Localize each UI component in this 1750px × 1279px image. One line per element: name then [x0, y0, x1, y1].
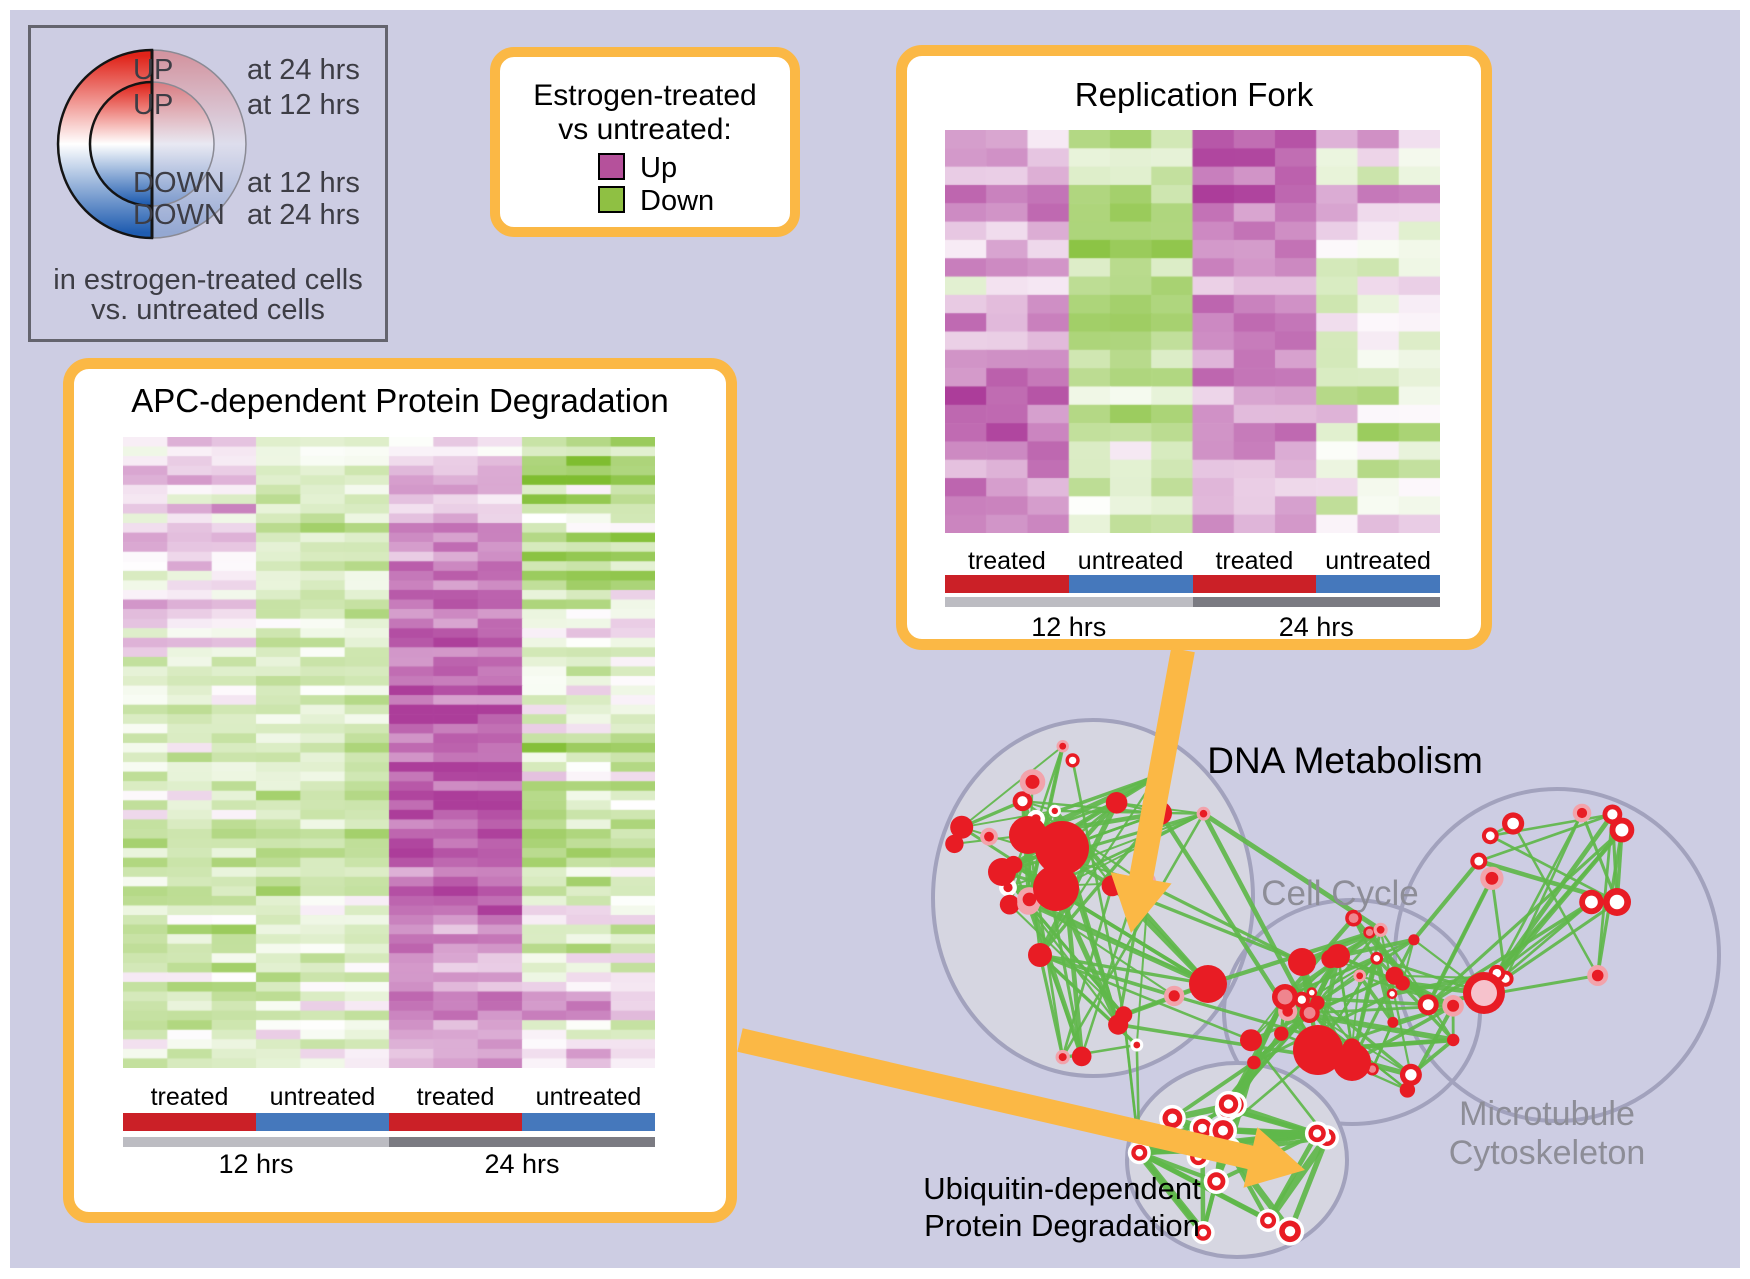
- treated-bar: [389, 1113, 522, 1131]
- time-bars: [123, 1137, 655, 1147]
- inner-half-faded: [151, 81, 215, 207]
- treated-bar: [1192, 575, 1317, 593]
- time-label-12hrs: 12 hrs: [1031, 612, 1107, 642]
- direction-label: UP: [133, 89, 174, 121]
- time-label: at 24 hrs: [247, 54, 360, 86]
- group-labels: treated untreated treated untreated: [945, 545, 1440, 577]
- dna-metabolism-label: DNA Metabolism: [1207, 740, 1483, 781]
- up-color-swatch: [598, 153, 625, 180]
- down-label: Down: [640, 185, 715, 217]
- group-label: untreated: [1325, 547, 1431, 575]
- cell-cycle-label: Cell Cycle: [1261, 874, 1419, 913]
- group-label: untreated: [269, 1083, 376, 1111]
- legend-item-down: Down: [598, 185, 715, 217]
- legend-caption: vs. untreated cells: [91, 294, 325, 326]
- legend-item-up: Up: [598, 152, 678, 184]
- up-down-gradient-circle-icon: [56, 48, 247, 240]
- inner-half-solid: [88, 80, 154, 208]
- time-label-24hrs: 24 hrs: [1278, 612, 1354, 642]
- group-labels: treated untreated treated untreated: [123, 1081, 655, 1113]
- replication-heatmap: [945, 130, 1440, 533]
- time-label: at 12 hrs: [247, 167, 360, 199]
- microtubule-label-line2: Cytoskeleton: [1448, 1134, 1646, 1172]
- ubiquitin-label-line1: Ubiquitin-dependent: [923, 1171, 1201, 1206]
- untreated-bar: [256, 1113, 389, 1131]
- time-bar-24hrs: [389, 1137, 655, 1147]
- time-bar-24hrs: [1192, 597, 1440, 607]
- group-label: untreated: [1077, 547, 1184, 575]
- treated-bar: [945, 575, 1069, 593]
- legend-row: DOWN at 12 hrs: [133, 167, 383, 199]
- group-label: treated: [416, 1083, 495, 1111]
- legend-caption: in estrogen-treated cells: [53, 264, 363, 296]
- untreated-bar: [1068, 575, 1193, 593]
- treated-bar: [123, 1113, 256, 1131]
- panel-title: Replication Fork: [1074, 76, 1314, 113]
- color-legend-title: Estrogen-treated: [533, 79, 757, 112]
- untreated-bar: [1316, 575, 1440, 593]
- ubiquitin-label-line2: Protein Degradation: [924, 1208, 1200, 1243]
- time-labels: 12 hrs 24 hrs: [945, 612, 1440, 642]
- panel-title: APC-dependent Protein Degradation: [131, 382, 669, 419]
- replication-fork-panel: Replication Fork treated untreated treat…: [896, 45, 1492, 650]
- time-labels: 12 hrs 24 hrs: [123, 1149, 655, 1179]
- legend-row: UP at 24 hrs: [133, 54, 383, 86]
- microtubule-cytoskeleton-label: Microtubule Cytoskeleton: [1449, 1095, 1646, 1173]
- direction-label: DOWN: [133, 199, 225, 231]
- apc-degradation-panel: APC-dependent Protein Degradation treate…: [63, 358, 737, 1223]
- group-label: treated: [150, 1083, 229, 1111]
- untreated-bar: [522, 1113, 655, 1131]
- down-color-swatch: [598, 186, 625, 213]
- direction-label: DOWN: [133, 167, 225, 199]
- time-label: at 12 hrs: [247, 89, 360, 121]
- apc-heatmap: [123, 437, 655, 1068]
- color-legend-title: vs untreated:: [558, 113, 732, 146]
- legend-row: UP at 12 hrs: [133, 89, 383, 121]
- time-label-24hrs: 24 hrs: [484, 1149, 560, 1179]
- time-bar-12hrs: [123, 1137, 389, 1147]
- direction-label: UP: [133, 54, 174, 86]
- condition-bars: [945, 575, 1440, 593]
- color-legend-box: Estrogen-treated vs untreated: Up Down: [490, 47, 800, 237]
- time-bars: [945, 597, 1440, 607]
- legend-row: DOWN at 24 hrs: [133, 199, 383, 231]
- time-label-12hrs: 12 hrs: [218, 1149, 294, 1179]
- up-label: Up: [640, 152, 678, 184]
- time-bar-12hrs: [945, 597, 1193, 607]
- group-label: untreated: [535, 1083, 642, 1111]
- time-label: at 24 hrs: [247, 199, 360, 231]
- direction-legend-box: UP at 24 hrs UP at 12 hrs DOWN at 12 hrs…: [28, 25, 388, 342]
- ubiquitin-degradation-label: Ubiquitin-dependent Protein Degradation: [923, 1170, 1201, 1244]
- group-label: treated: [967, 547, 1046, 575]
- condition-bars: [123, 1113, 655, 1131]
- microtubule-label-line1: Microtubule: [1459, 1095, 1635, 1133]
- group-label: treated: [1215, 547, 1294, 575]
